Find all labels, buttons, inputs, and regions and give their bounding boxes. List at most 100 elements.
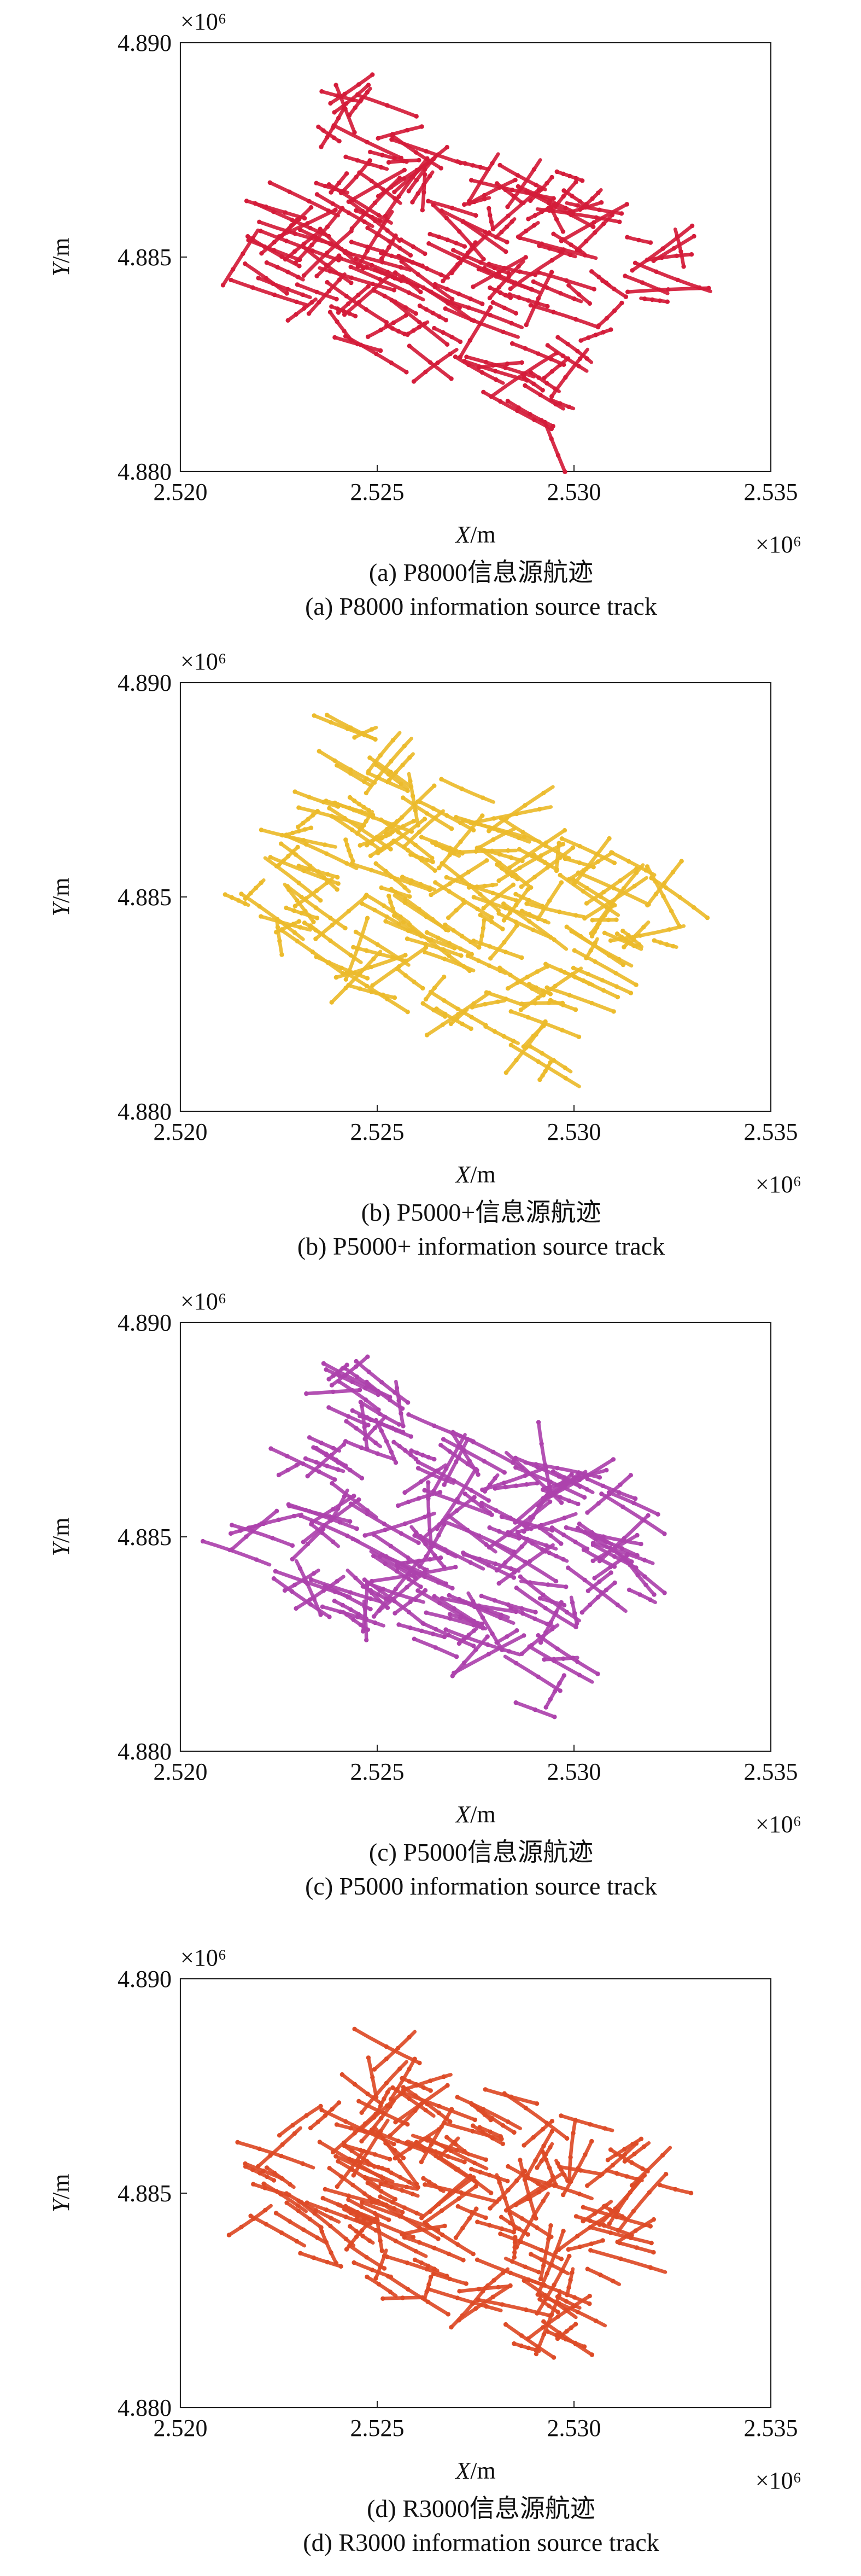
track-point — [447, 2276, 452, 2281]
track-point — [305, 1581, 310, 1586]
track-point — [343, 1463, 348, 1468]
track-point — [388, 2289, 393, 2294]
track-point — [353, 929, 359, 935]
track-point — [384, 217, 390, 222]
track-point — [424, 1610, 429, 1615]
track-point — [453, 354, 458, 359]
track-point — [664, 2172, 669, 2177]
track-point — [379, 885, 384, 890]
track-point — [559, 2333, 565, 2338]
track-point — [417, 1558, 421, 1564]
x-multiplier: ×10⁶ — [755, 1811, 801, 1838]
track-segment — [447, 1514, 497, 1554]
track-point — [355, 92, 360, 97]
track-point — [524, 2307, 529, 2312]
track-point — [568, 2277, 573, 2283]
track-point — [287, 2219, 292, 2224]
track-point — [335, 319, 339, 324]
track-point — [673, 2187, 678, 2192]
track-point — [402, 331, 407, 336]
track-point — [376, 1592, 381, 1597]
track-point — [471, 318, 477, 323]
track-point — [558, 291, 563, 296]
track-point — [563, 1076, 568, 1081]
track-point — [290, 849, 296, 854]
track-point — [326, 1405, 331, 1410]
track-point — [471, 1599, 476, 1604]
track-point — [298, 925, 303, 930]
track-point — [297, 264, 302, 269]
track-point — [480, 813, 485, 818]
track-point — [370, 214, 374, 220]
track-point — [496, 1581, 501, 1586]
track-point — [570, 1600, 575, 1605]
track-point — [561, 1656, 566, 1661]
track-point — [324, 713, 330, 718]
track-point — [488, 285, 493, 290]
track-segment — [230, 1509, 279, 1552]
track-segment — [545, 986, 616, 1013]
track-point — [325, 1464, 330, 1468]
track-point — [522, 2229, 528, 2234]
track-point — [611, 1457, 616, 1462]
track-point — [462, 202, 467, 207]
track-point — [520, 1611, 525, 1616]
track-point — [514, 1586, 519, 1590]
track-point — [423, 369, 428, 375]
track-point — [352, 197, 356, 202]
track-point — [369, 989, 374, 994]
track-point — [296, 919, 302, 924]
track-point — [548, 2145, 553, 2150]
track-point — [692, 234, 696, 239]
track-point — [304, 1391, 309, 1396]
track-point — [468, 1026, 473, 1031]
track-point — [462, 244, 467, 249]
track-point — [539, 2248, 544, 2253]
track-point — [378, 2115, 384, 2121]
track-point — [543, 1069, 548, 1074]
track-point — [632, 2183, 638, 2188]
track-point — [522, 2169, 528, 2173]
track-point — [508, 286, 513, 292]
track-point — [531, 928, 536, 933]
track-point — [340, 1602, 345, 1608]
track-point — [348, 1607, 353, 1612]
track-point — [336, 180, 342, 185]
track-point — [314, 888, 319, 893]
track-point — [490, 300, 495, 305]
track-point — [543, 2297, 548, 2302]
track-point — [429, 2142, 434, 2147]
track-point — [362, 2191, 367, 2196]
track-point — [243, 2164, 248, 2169]
track-point — [354, 2234, 359, 2239]
x-tick-label: 2.525 — [350, 1118, 405, 1145]
track-point — [378, 2238, 383, 2243]
track-point — [386, 2274, 391, 2279]
track-point — [344, 101, 349, 106]
track-point — [384, 323, 389, 328]
track-segment — [477, 360, 524, 370]
y-multiplier: ×10⁶ — [180, 1944, 226, 1971]
track-point — [600, 2172, 605, 2177]
track-point — [559, 2113, 564, 2118]
track-point — [558, 363, 563, 368]
track-point — [343, 154, 348, 159]
track-segment — [514, 2183, 552, 2207]
track-point — [475, 2219, 480, 2224]
track-point — [561, 188, 566, 193]
track-point — [660, 2153, 665, 2158]
track-point — [334, 2122, 339, 2127]
track-point — [458, 840, 463, 844]
track-point — [532, 875, 537, 879]
track-point — [498, 290, 503, 295]
track-point — [359, 2204, 364, 2209]
track-point — [453, 1460, 459, 1465]
track-point — [488, 213, 493, 218]
track-point — [628, 990, 634, 995]
track-point — [577, 356, 583, 362]
track-point — [601, 988, 606, 993]
track-point — [642, 296, 647, 301]
track-point — [400, 824, 405, 829]
track-point — [560, 229, 566, 234]
track-point — [615, 1602, 620, 1607]
